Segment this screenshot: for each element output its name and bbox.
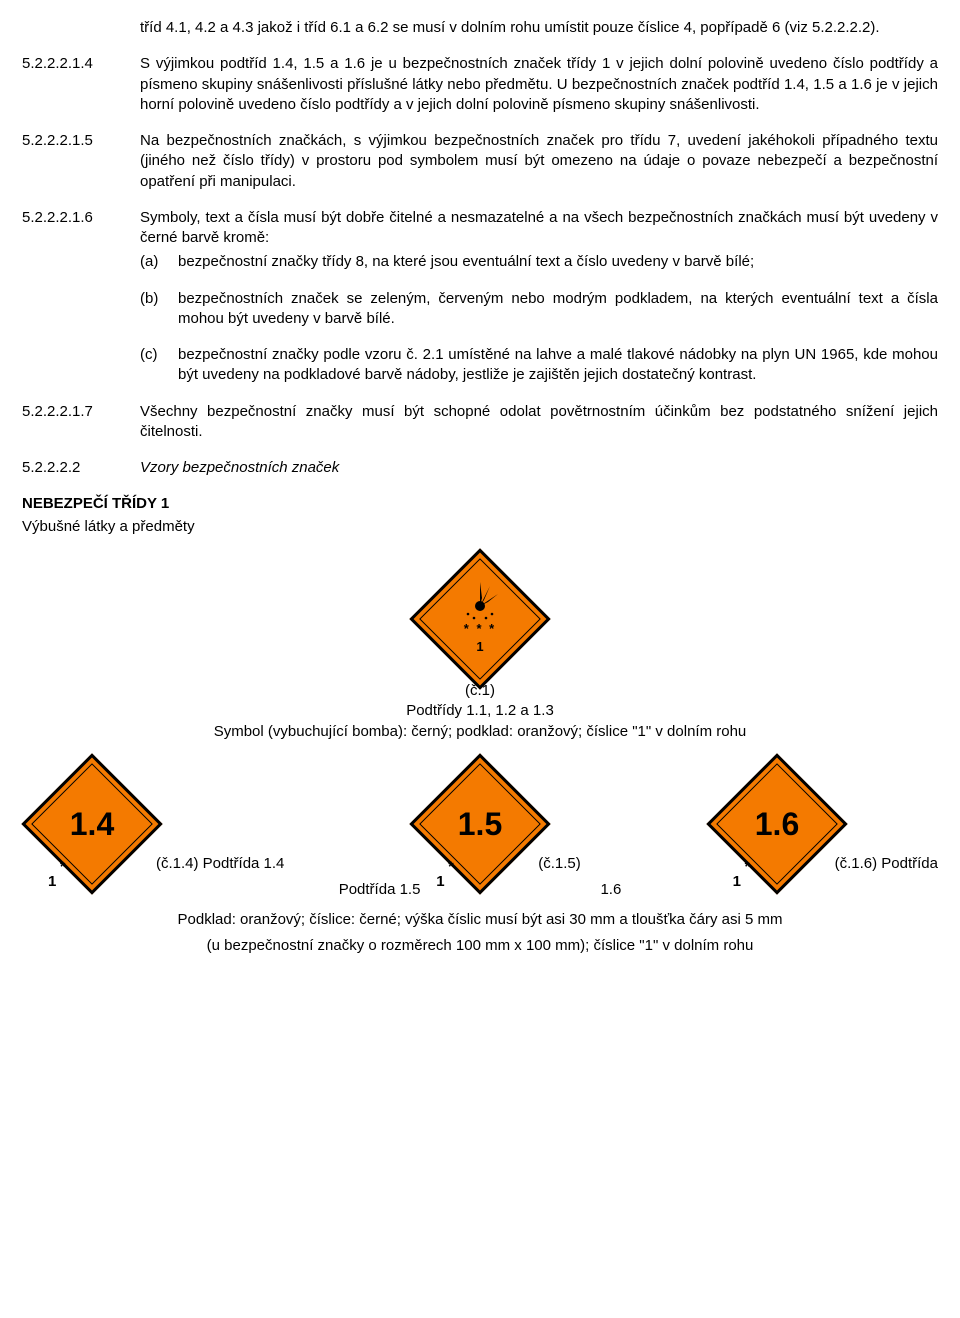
placard-c1-desc: Symbol (vybuchující bomba): černý; podkl… (22, 722, 938, 742)
placard-corner-1: 1 (48, 872, 56, 892)
intro-paragraph: tříd 4.1, 4.2 a 4.3 jakož i tříd 6.1 a 6… (140, 18, 938, 38)
section-text: Všechny bezpečnostní značky musí být sch… (140, 402, 938, 443)
placard-corner-1: 1 (436, 872, 444, 892)
placard-1-5-label-b: Podtřída 1.5 (339, 880, 421, 900)
placard-1-5-label-a: (č.1.5) (538, 854, 581, 874)
placard-1-6: 1.6 * 1 (č.1.6) Podtřída (727, 754, 938, 874)
placard-1-5-number: 1.5 (458, 808, 502, 840)
section-number: 5.2.2.2.1.7 (22, 402, 140, 443)
class1-heading: NEBEZPEČÍ TŘÍDY 1 (22, 494, 938, 514)
placard-star: * (60, 857, 65, 876)
section-number: 5.2.2.2.1.6 (22, 208, 140, 273)
section-5-2-2-2-1-6-b: (b) bezpečnostních značek se zeleným, če… (22, 285, 938, 330)
section-text: Na bezpečnostních značkách, s výjimkou b… (140, 131, 938, 192)
section-5-2-2-2-1-6-c: (c) bezpečnostní značky podle vzoru č. 2… (22, 341, 938, 386)
item-a-text: bezpečnostní značky třídy 8, na které js… (178, 252, 938, 272)
section-5-2-2-2-1-5: 5.2.2.2.1.5 Na bezpečnostních značkách, … (22, 131, 938, 192)
placard-1-4-label: (č.1.4) Podtřída 1.4 (156, 854, 284, 874)
placard-stars: * * * (464, 620, 496, 638)
placard-bottom-number: 1 (476, 638, 483, 656)
placard-1-6-label-b: (č.1.6) Podtřída (835, 854, 938, 874)
footer-line-1: Podklad: oranžový; číslice: černé; výška… (22, 910, 938, 930)
placard-row: 1.4 * 1 (č.1.4) Podtřída 1.4 1.5 * (22, 754, 938, 874)
item-b-text: bezpečnostních značek se zeleným, červen… (178, 289, 938, 330)
section-text: S výjimkou podtříd 1.4, 1.5 a 1.6 je u b… (140, 54, 938, 115)
explosion-icon (460, 582, 500, 622)
placard-class1-main: * * * 1 (č.1) Podtřídy 1.1, 1.2 a 1.3 Sy… (22, 549, 938, 742)
placard-1-6-label-a: 1.6 (600, 880, 621, 900)
section-number: 5.2.2.2.2 (22, 458, 140, 478)
placard-1-6-number: 1.6 (754, 808, 798, 840)
item-a-letter: (a) (140, 252, 178, 272)
section-5-2-2-2-1-7: 5.2.2.2.1.7 Všechny bezpečnostní značky … (22, 402, 938, 443)
section-number: 5.2.2.2.1.5 (22, 131, 140, 192)
item-c-letter: (c) (140, 345, 178, 386)
placard-1-4-number: 1.4 (70, 808, 114, 840)
item-c-text: bezpečnostní značky podle vzoru č. 2.1 u… (178, 345, 938, 386)
placard-star: * (448, 857, 453, 876)
placard-corner-1: 1 (733, 872, 741, 892)
section-lead: Symboly, text a čísla musí být dobře čit… (140, 208, 938, 249)
item-b-letter: (b) (140, 289, 178, 330)
section-5-2-2-2-1-4: 5.2.2.2.1.4 S výjimkou podtříd 1.4, 1.5 … (22, 54, 938, 115)
class1-subheading: Výbušné látky a předměty (22, 517, 938, 537)
section-5-2-2-2-1-6: 5.2.2.2.1.6 Symboly, text a čísla musí b… (22, 208, 938, 273)
footer-line-2: (u bezpečnostní značky o rozměrech 100 m… (22, 936, 938, 956)
placard-c1-sub: Podtřídy 1.1, 1.2 a 1.3 (22, 701, 938, 721)
section-number: 5.2.2.2.1.4 (22, 54, 140, 115)
section-5-2-2-2-2: 5.2.2.2.2 Vzory bezpečnostních značek (22, 458, 938, 478)
placard-1-4: 1.4 * 1 (č.1.4) Podtřída 1.4 (22, 754, 284, 874)
placard-star: * (745, 857, 750, 876)
placard-1-5: 1.5 * 1 (č.1.5) (430, 754, 581, 874)
section-text: Vzory bezpečnostních značek (140, 458, 938, 478)
